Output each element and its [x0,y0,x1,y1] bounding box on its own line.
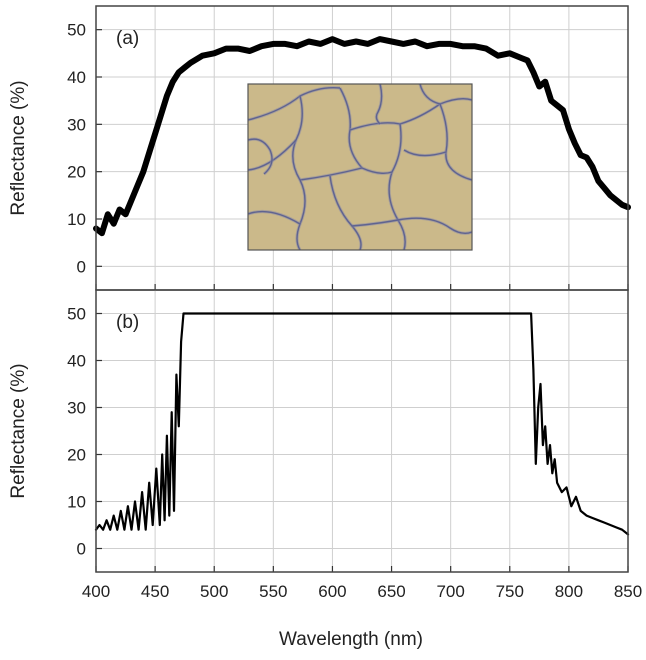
x-tick-label-700: 700 [436,582,464,601]
crack-line-5 [388,123,406,250]
y-tick-label-30: 30 [67,399,86,418]
y-axis-label: Reflectance (%) [8,80,29,215]
panel-b: 0 10 20 30 40 50 400 450 500 550 600 650 700 750 800 85… [8,289,642,601]
y-tick-label-20: 20 [67,163,86,182]
y-tick-label-20: 20 [67,446,86,465]
y-tick-label-10: 10 [67,493,86,512]
y-tick-label-50: 50 [67,21,86,40]
crack-line-6 [361,167,393,175]
series-line-0 [93,36,631,237]
inset-cracks [248,84,472,250]
crack-line-14 [351,219,399,227]
x-tick-label-500: 500 [200,582,228,601]
x-tick-label-450: 450 [141,582,169,601]
panel-label: (b) [116,312,139,333]
crack-line-9 [248,210,301,225]
x-tick-label-600: 600 [318,582,346,601]
x-tick-label-800: 800 [555,582,583,601]
x-axis-label: Wavelength (nm) [279,629,423,650]
y-tick-label-50: 50 [67,305,86,324]
x-tick-label-850: 850 [614,582,642,601]
plot-frame [95,289,629,573]
panel-label: (a) [116,28,139,49]
inset-frame [247,83,473,251]
crack-line-7 [299,167,363,181]
series-line-0 [94,312,630,536]
y-tick-label-0: 0 [77,540,86,559]
y-tick-label-40: 40 [67,352,86,371]
x-tick-label-550: 550 [259,582,287,601]
y-tick-label-30: 30 [67,115,86,134]
y-tick-label-0: 0 [77,257,86,276]
x-tick-label-750: 750 [496,582,524,601]
crack-line-16 [419,84,441,105]
crack-line-15 [248,138,273,175]
y-axis-label: Reflectance (%) [8,363,29,498]
y-tick-label-40: 40 [67,68,86,87]
x-tick-label-650: 650 [377,582,405,601]
crack-line-10 [397,217,472,235]
x-tick-label-400: 400 [82,582,110,601]
inset-micrograph [247,83,473,251]
crack-line-17 [375,84,383,125]
crack-line-12 [403,149,447,157]
y-tick-label-10: 10 [67,210,86,229]
